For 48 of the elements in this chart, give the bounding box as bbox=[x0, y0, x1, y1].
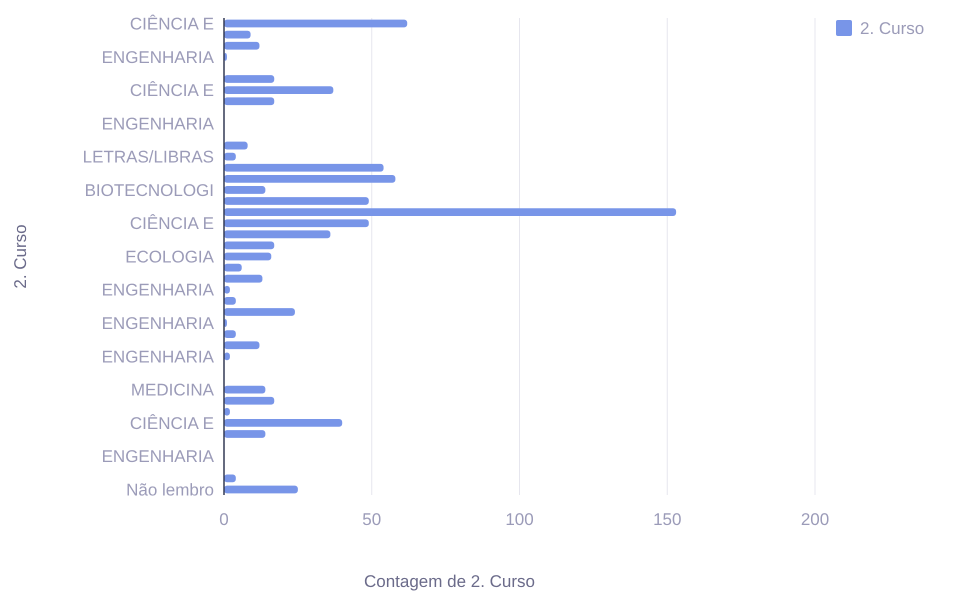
x-tick-label: 100 bbox=[505, 510, 534, 529]
bar bbox=[224, 208, 676, 216]
bar bbox=[224, 197, 369, 205]
y-tick-label: CIÊNCIA E bbox=[130, 81, 214, 100]
x-tick-label: 50 bbox=[362, 510, 382, 529]
y-tick-label: ECOLOGIA bbox=[125, 247, 215, 266]
bar bbox=[224, 419, 342, 427]
y-tick-label: Não lembro bbox=[126, 480, 214, 500]
bar bbox=[224, 97, 274, 106]
x-tick-label: 150 bbox=[653, 510, 682, 529]
bar bbox=[224, 308, 295, 316]
bar bbox=[224, 75, 274, 83]
y-tick-label: ENGENHARIA bbox=[102, 48, 215, 67]
y-tick-label: BIOTECNOLOGI bbox=[84, 180, 214, 200]
bar bbox=[224, 186, 266, 194]
y-tick-label: ENGENHARIA bbox=[102, 280, 215, 300]
y-tick-label: LETRAS/LIBRAS bbox=[82, 148, 214, 167]
bar bbox=[224, 274, 262, 283]
bar bbox=[224, 486, 298, 494]
x-tick-label: 200 bbox=[800, 510, 830, 529]
bar bbox=[224, 174, 396, 183]
bar bbox=[224, 164, 384, 172]
y-axis-title: 2. Curso bbox=[11, 224, 30, 289]
bar bbox=[224, 386, 266, 394]
bar bbox=[224, 230, 330, 238]
y-tick-label: CIÊNCIA E bbox=[130, 414, 214, 433]
legend-label: 2. Curso bbox=[860, 18, 924, 38]
y-tick-label: CIÊNCIA E bbox=[130, 14, 214, 34]
bar bbox=[224, 252, 272, 260]
bar bbox=[224, 30, 251, 39]
bar bbox=[224, 396, 274, 405]
bar bbox=[224, 42, 260, 50]
y-tick-label: ENGENHARIA bbox=[102, 447, 215, 466]
bar bbox=[224, 430, 266, 438]
y-tick-label: CIÊNCIA E bbox=[130, 214, 214, 234]
bar bbox=[224, 20, 408, 28]
y-tick-label: ENGENHARIA bbox=[102, 114, 215, 134]
y-tick-label: ENGENHARIA bbox=[102, 347, 215, 366]
bar bbox=[224, 142, 248, 150]
bar bbox=[224, 86, 334, 94]
bar bbox=[224, 242, 274, 250]
bar bbox=[224, 264, 242, 272]
x-tick-label: 0 bbox=[219, 510, 229, 529]
bar bbox=[224, 341, 260, 350]
bar bbox=[224, 219, 369, 228]
x-axis-title: Contagem de 2. Curso bbox=[364, 572, 536, 591]
y-tick-label: ENGENHARIA bbox=[102, 314, 215, 334]
y-tick-label: MEDICINA bbox=[130, 380, 215, 400]
